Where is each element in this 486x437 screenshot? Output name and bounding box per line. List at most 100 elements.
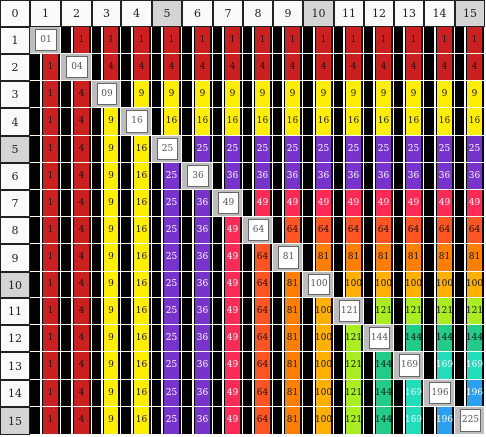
grid-cell[interactable]: 25	[152, 298, 181, 324]
grid-cell[interactable]: 16	[182, 108, 212, 135]
grid-cell[interactable]: 9	[182, 81, 212, 107]
grid-cell[interactable]: 4	[61, 380, 91, 406]
grid-cell[interactable]: 1	[30, 217, 60, 243]
grid-cell[interactable]: 64	[243, 217, 272, 243]
grid-cell[interactable]: 36	[273, 163, 302, 189]
grid-cell[interactable]: 49	[213, 380, 242, 406]
grid-cell[interactable]: 4	[273, 54, 302, 80]
row-header[interactable]: 15	[0, 407, 30, 435]
grid-cell[interactable]: 100	[394, 272, 423, 297]
grid-cell[interactable]: 16	[213, 108, 242, 135]
grid-cell[interactable]: 4	[61, 272, 91, 297]
grid-cell[interactable]: 4	[61, 163, 91, 189]
grid-cell[interactable]: 49	[455, 190, 484, 216]
grid-cell[interactable]: 9	[92, 136, 120, 162]
grid-cell[interactable]: 4	[61, 136, 91, 162]
grid-cell[interactable]: 81	[273, 298, 302, 324]
grid-cell[interactable]: 4	[394, 54, 423, 80]
grid-cell[interactable]: 9	[92, 217, 120, 243]
grid-cell[interactable]: 4	[303, 54, 333, 80]
grid-cell[interactable]: 81	[364, 244, 393, 271]
grid-cell[interactable]: 16	[121, 298, 151, 324]
grid-cell[interactable]: 64	[424, 217, 454, 243]
grid-cell[interactable]: 16	[152, 108, 181, 135]
grid-cell[interactable]: 36	[182, 217, 212, 243]
grid-cell[interactable]: 9	[394, 81, 423, 107]
column-header[interactable]: 5	[152, 0, 182, 27]
grid-cell[interactable]: 1	[364, 27, 393, 53]
grid-cell[interactable]: 36	[182, 272, 212, 297]
grid-cell[interactable]: 100	[303, 380, 333, 406]
grid-cell[interactable]: 81	[273, 380, 302, 406]
grid-cell[interactable]: 25	[424, 136, 454, 162]
grid-cell[interactable]: 1	[182, 27, 212, 53]
grid-cell[interactable]: 36	[182, 163, 212, 189]
grid-cell[interactable]: 1	[30, 136, 60, 162]
grid-cell[interactable]: 1	[30, 325, 60, 351]
grid-cell[interactable]: 4	[61, 407, 91, 434]
grid-cell[interactable]: 9	[334, 81, 363, 107]
grid-cell[interactable]: 16	[455, 108, 484, 135]
grid-cell[interactable]: 25	[152, 325, 181, 351]
grid-cell[interactable]: 36	[243, 163, 272, 189]
grid-cell[interactable]: 36	[303, 163, 333, 189]
column-header[interactable]: 12	[364, 0, 394, 27]
grid-cell[interactable]: 49	[273, 190, 302, 216]
grid-cell[interactable]: 36	[364, 163, 393, 189]
grid-cell[interactable]: 4	[121, 54, 151, 80]
grid-cell[interactable]: 64	[243, 352, 272, 379]
grid-cell[interactable]: 16	[364, 108, 393, 135]
grid-cell[interactable]: 1	[121, 27, 151, 53]
grid-cell[interactable]: 81	[455, 244, 484, 271]
column-header[interactable]: 11	[334, 0, 364, 27]
row-header[interactable]: 7	[0, 190, 30, 217]
grid-cell[interactable]: 49	[334, 190, 363, 216]
grid-cell[interactable]: 36	[182, 352, 212, 379]
grid-cell[interactable]: 64	[243, 298, 272, 324]
grid-cell[interactable]: 9	[92, 163, 120, 189]
grid-cell[interactable]: 100	[303, 325, 333, 351]
grid-cell[interactable]: 121	[334, 325, 363, 351]
grid-cell[interactable]: 121	[334, 380, 363, 406]
grid-cell[interactable]: 9	[152, 81, 181, 107]
grid-cell[interactable]: 64	[334, 217, 363, 243]
row-header[interactable]: 8	[0, 217, 30, 244]
grid-cell[interactable]: 81	[273, 407, 302, 434]
grid-cell[interactable]: 1	[30, 54, 60, 80]
grid-cell[interactable]: 16	[121, 325, 151, 351]
grid-cell[interactable]: 4	[182, 54, 212, 80]
row-header[interactable]: 13	[0, 352, 30, 380]
grid-cell[interactable]: 81	[334, 244, 363, 271]
grid-cell[interactable]: 36	[182, 244, 212, 271]
grid-cell[interactable]: 121	[455, 298, 484, 324]
grid-cell[interactable]: 169	[394, 407, 423, 434]
grid-cell[interactable]: 100	[424, 272, 454, 297]
grid-cell[interactable]: 144	[364, 352, 393, 379]
grid-cell[interactable]: 144	[394, 325, 423, 351]
grid-cell[interactable]: 36	[455, 163, 484, 189]
grid-cell[interactable]: 4	[61, 108, 91, 135]
grid-cell[interactable]: 16	[121, 217, 151, 243]
grid-cell[interactable]: 64	[394, 217, 423, 243]
grid-cell[interactable]: 4	[61, 325, 91, 351]
column-header[interactable]: 13	[394, 0, 424, 27]
grid-cell[interactable]: 1	[30, 108, 60, 135]
column-header[interactable]: 15	[455, 0, 485, 27]
row-header[interactable]: 1	[0, 27, 30, 54]
grid-cell[interactable]: 01	[30, 27, 60, 53]
grid-cell[interactable]: 121	[394, 298, 423, 324]
grid-cell[interactable]: 16	[121, 380, 151, 406]
grid-cell[interactable]: 1	[30, 81, 60, 107]
column-header[interactable]: 2	[61, 0, 92, 27]
row-header[interactable]: 6	[0, 163, 30, 190]
grid-cell[interactable]: 49	[213, 217, 242, 243]
grid-cell[interactable]: 1	[152, 27, 181, 53]
grid-cell[interactable]: 09	[92, 81, 120, 107]
grid-cell[interactable]: 49	[213, 190, 242, 216]
grid-cell[interactable]: 36	[182, 380, 212, 406]
grid-cell[interactable]: 4	[424, 54, 454, 80]
grid-cell[interactable]: 196	[424, 407, 454, 434]
grid-cell[interactable]: 16	[121, 136, 151, 162]
grid-cell[interactable]: 9	[364, 81, 393, 107]
grid-cell[interactable]: 9	[424, 81, 454, 107]
